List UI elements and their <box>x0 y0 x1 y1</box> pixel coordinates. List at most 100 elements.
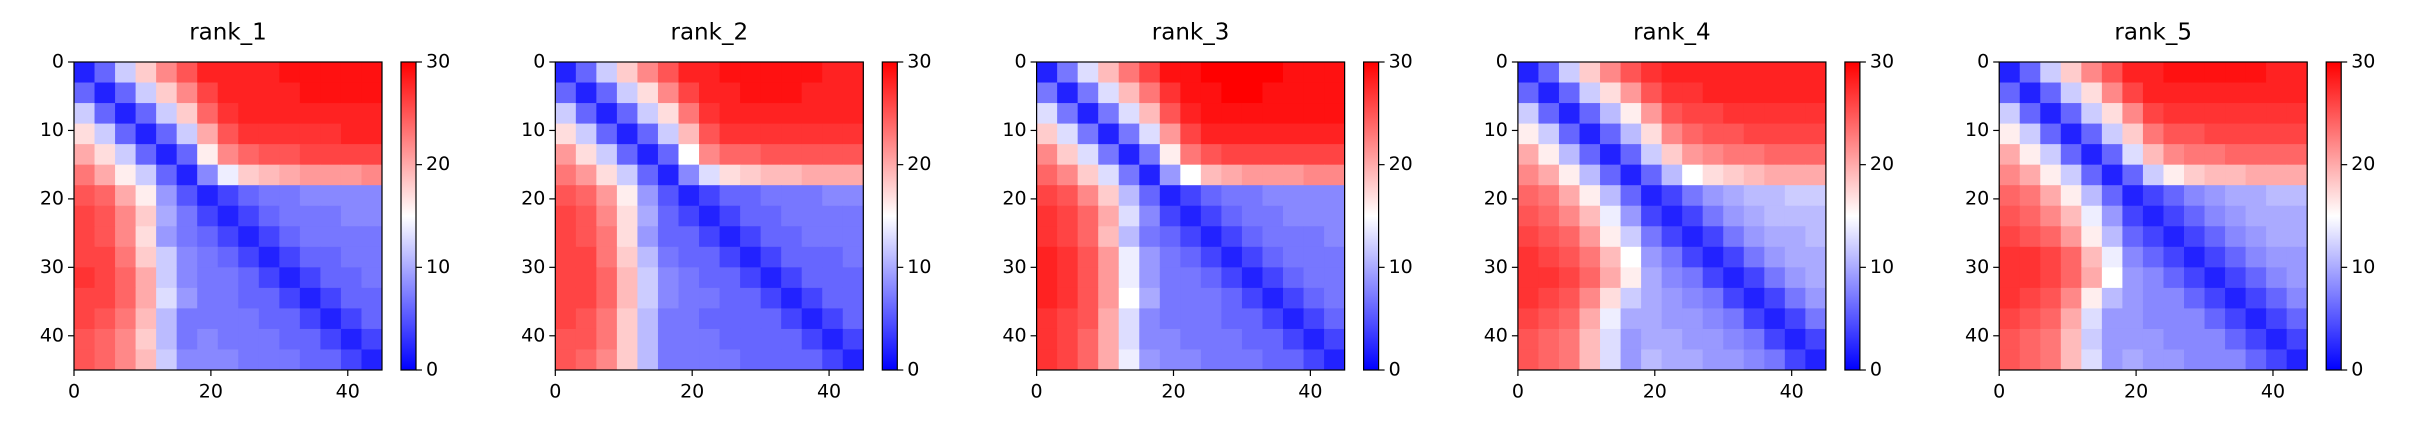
heatmap-cell <box>238 308 260 330</box>
heatmap-cell <box>842 164 864 186</box>
heatmap-cell <box>637 287 659 309</box>
heatmap-cell <box>842 62 864 84</box>
heatmap-cell <box>801 287 823 309</box>
heatmap-cell <box>760 144 782 166</box>
heatmap-cell <box>1641 103 1663 125</box>
heatmap-cell <box>1579 205 1601 227</box>
heatmap-cell <box>2019 205 2041 227</box>
heatmap-cell <box>1682 246 1704 268</box>
heatmap-cell <box>2142 103 2164 125</box>
heatmap-cell <box>1241 82 1263 104</box>
colorbar <box>881 61 898 371</box>
heatmap-cell <box>740 144 762 166</box>
heatmap-cell <box>1743 287 1765 309</box>
heatmap-cell <box>2245 328 2267 350</box>
heatmap-cell <box>842 287 864 309</box>
x-tick-label: 0 <box>549 381 561 403</box>
heatmap-cell <box>2225 205 2247 227</box>
heatmap-cell <box>1558 308 1580 330</box>
colorbar-tick-label: 0 <box>1870 359 1882 381</box>
heatmap-cell <box>1303 226 1325 248</box>
heatmap-cell <box>361 123 383 145</box>
heatmap-cell <box>2266 308 2288 330</box>
heatmap-cell <box>320 267 342 289</box>
heatmap-cell <box>1999 103 2021 125</box>
heatmap-cell <box>197 246 219 268</box>
heatmap-cell <box>1139 287 1161 309</box>
heatmap-cell <box>2245 205 2267 227</box>
y-tick-label: 10 <box>1002 119 1026 141</box>
heatmap-cell <box>197 103 219 125</box>
heatmap-cell <box>1118 267 1140 289</box>
heatmap-cell <box>1641 287 1663 309</box>
heatmap-cell <box>115 246 137 268</box>
heatmap-cell <box>2225 62 2247 84</box>
heatmap-cell <box>1661 287 1683 309</box>
heatmap-cell <box>1805 328 1827 350</box>
heatmap-cell <box>2081 267 2103 289</box>
heatmap-cell <box>2040 267 2062 289</box>
heatmap-cell <box>1139 267 1161 289</box>
heatmap-cell <box>1303 62 1325 84</box>
heatmap-cell <box>1682 82 1704 104</box>
heatmap-cell <box>135 267 157 289</box>
colorbar-tick-label: 30 <box>1389 51 1413 73</box>
heatmap-cell <box>361 82 383 104</box>
heatmap-cell <box>361 103 383 125</box>
heatmap-cell <box>1036 287 1058 309</box>
heatmap-cell <box>657 328 679 350</box>
heatmap-cell <box>719 82 741 104</box>
heatmap-cell <box>575 349 597 371</box>
heatmap-cell <box>1077 246 1099 268</box>
heatmap-cell <box>760 226 782 248</box>
heatmap-cell <box>2266 205 2288 227</box>
heatmap-cell <box>1098 185 1120 207</box>
heatmap-cell <box>1661 82 1683 104</box>
heatmap-cell <box>279 267 301 289</box>
colorbar-tick-label: 10 <box>1389 256 1413 278</box>
heatmap-cell <box>575 205 597 227</box>
heatmap-cell <box>1098 123 1120 145</box>
heatmap-cell <box>1558 144 1580 166</box>
heatmap-cell <box>719 123 741 145</box>
heatmap-cell <box>637 103 659 125</box>
heatmap-cell <box>760 287 782 309</box>
heatmap-cell <box>1241 123 1263 145</box>
heatmap-cell <box>1641 246 1663 268</box>
heatmap-cell <box>1077 205 1099 227</box>
heatmap-cell <box>2019 246 2041 268</box>
heatmap-cell <box>1303 82 1325 104</box>
heatmap-cell <box>197 62 219 84</box>
heatmap-cell <box>176 349 198 371</box>
heatmap-cell <box>2286 123 2308 145</box>
heatmap-cell <box>616 308 638 330</box>
heatmap-cell <box>1538 103 1560 125</box>
heatmap-cell <box>156 308 178 330</box>
heatmap-cell <box>637 328 659 350</box>
heatmap-cell <box>781 349 803 371</box>
heatmap-cell <box>740 267 762 289</box>
heatmap-cell <box>1661 62 1683 84</box>
y-tick-label: 40 <box>40 324 64 346</box>
heatmap-cell <box>555 308 577 330</box>
heatmap-cell <box>1139 144 1161 166</box>
heatmap-cell <box>2122 349 2144 371</box>
heatmap-cell <box>135 308 157 330</box>
heatmap-cell <box>575 328 597 350</box>
heatmap-cell <box>2163 164 2185 186</box>
heatmap-cell <box>156 62 178 84</box>
heatmap-cell <box>2142 328 2164 350</box>
heatmap-cell <box>1077 328 1099 350</box>
heatmap-cell <box>1764 82 1786 104</box>
heatmap-cell <box>596 226 618 248</box>
heatmap-cell <box>1600 62 1622 84</box>
heatmap-cell <box>1600 144 1622 166</box>
heatmap-cell <box>1241 267 1263 289</box>
heatmap-cell <box>842 205 864 227</box>
heatmap-cell <box>678 287 700 309</box>
heatmap-cell <box>2245 246 2267 268</box>
heatmap-cell <box>1221 205 1243 227</box>
heatmap-cell <box>1620 328 1642 350</box>
colorbar-tick-label: 20 <box>2351 153 2375 175</box>
heatmap-cell <box>1805 267 1827 289</box>
